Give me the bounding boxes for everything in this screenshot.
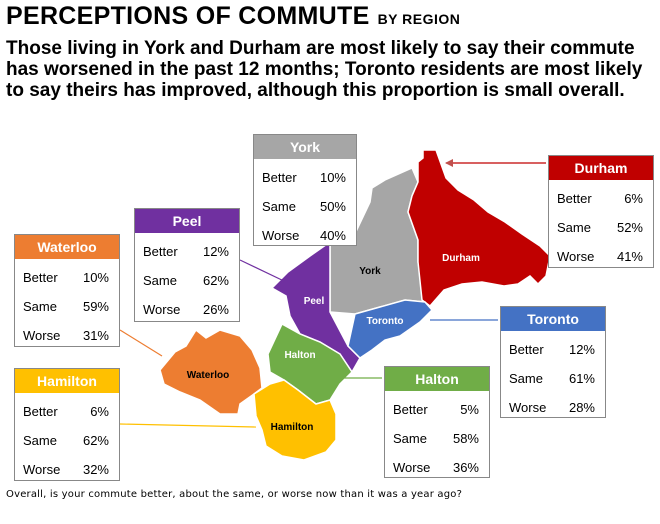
stat-row-same: Same 62% [135, 266, 239, 295]
card-header-halton: Halton [385, 367, 489, 391]
stat-label: Same [143, 273, 177, 288]
stat-label: Worse [557, 249, 595, 264]
stat-label: Better [557, 191, 592, 206]
leader-line-peel [239, 259, 287, 283]
stat-row-better: Better 12% [501, 335, 605, 364]
stat-row-worse: Worse 32% [15, 455, 119, 484]
stat-label: Worse [23, 462, 61, 477]
stat-value: 12% [568, 342, 595, 357]
stat-row-worse: Worse 28% [501, 393, 605, 422]
map-label-waterloo: Waterloo [187, 370, 229, 381]
region-shape-peel [270, 240, 361, 374]
map-label-toronto: Toronto [366, 316, 403, 327]
stat-value: 62% [202, 273, 229, 288]
stat-row-better: Better 6% [15, 397, 119, 426]
chart-title: PERCEPTIONS OF COMMUTE BY REGION [6, 2, 460, 31]
stat-label: Worse [262, 228, 300, 243]
map-label-hamilton: Hamilton [271, 422, 314, 433]
stat-label: Same [262, 199, 296, 214]
stat-row-same: Same 58% [385, 424, 489, 453]
leader-line-hamilton [119, 423, 257, 428]
region-shape-durham [407, 149, 551, 308]
stat-row-worse: Worse 36% [385, 453, 489, 482]
stat-label: Same [393, 431, 427, 446]
stat-card-durham: Durham Better 6% Same 52% Worse 41% [548, 155, 654, 268]
stat-card-peel: Peel Better 12% Same 62% Worse 26% [134, 208, 240, 322]
stat-row-same: Same 59% [15, 292, 119, 321]
stat-value: 6% [90, 404, 109, 419]
stat-label: Better [143, 244, 178, 259]
stat-value: 36% [452, 460, 479, 475]
stat-row-same: Same 52% [549, 213, 653, 242]
card-header-toronto: Toronto [501, 307, 605, 331]
stat-label: Same [23, 299, 57, 314]
leader-line-waterloo [119, 329, 163, 357]
stat-value: 61% [568, 371, 595, 386]
stat-label: Worse [393, 460, 431, 475]
stat-label: Worse [143, 302, 181, 317]
map-label-durham: Durham [442, 253, 480, 264]
stat-label: Worse [509, 400, 547, 415]
stat-value: 5% [460, 402, 479, 417]
stat-card-toronto: Toronto Better 12% Same 61% Worse 28% [500, 306, 606, 418]
footnote: Overall, is your commute better, about t… [6, 489, 463, 500]
card-header-waterloo: Waterloo [15, 235, 119, 259]
region-shape-waterloo [159, 328, 263, 415]
stat-row-better: Better 10% [15, 263, 119, 292]
stat-value: 26% [202, 302, 229, 317]
stat-row-better: Better 12% [135, 237, 239, 266]
stat-card-hamilton: Hamilton Better 6% Same 62% Worse 32% [14, 368, 120, 481]
region-shape-hamilton [253, 379, 337, 461]
stat-label: Better [509, 342, 544, 357]
stat-row-worse: Worse 41% [549, 242, 653, 271]
headline: Those living in York and Durham are most… [6, 38, 643, 101]
stat-value: 59% [82, 299, 109, 314]
map-label-york: York [359, 266, 381, 277]
stat-card-halton: Halton Better 5% Same 58% Worse 36% [384, 366, 490, 478]
stat-label: Same [23, 433, 57, 448]
stat-value: 12% [202, 244, 229, 259]
stat-label: Better [393, 402, 428, 417]
stat-value: 40% [319, 228, 346, 243]
card-header-peel: Peel [135, 209, 239, 233]
title-text: PERCEPTIONS OF COMMUTE [6, 2, 370, 30]
stat-value: 62% [82, 433, 109, 448]
stat-value: 52% [616, 220, 643, 235]
stat-row-same: Same 61% [501, 364, 605, 393]
stat-label: Same [557, 220, 591, 235]
stat-label: Better [23, 404, 58, 419]
map-label-halton: Halton [284, 350, 315, 361]
stat-row-worse: Worse 40% [254, 221, 356, 250]
card-header-durham: Durham [549, 156, 653, 180]
title-suffix: BY REGION [377, 11, 461, 27]
stat-label: Better [23, 270, 58, 285]
stat-value: 31% [82, 328, 109, 343]
stat-value: 58% [452, 431, 479, 446]
stat-label: Same [509, 371, 543, 386]
stat-value: 28% [568, 400, 595, 415]
stat-value: 10% [82, 270, 109, 285]
map-label-peel: Peel [304, 296, 325, 307]
stat-row-better: Better 6% [549, 184, 653, 213]
stat-row-better: Better 10% [254, 163, 356, 192]
stat-value: 10% [319, 170, 346, 185]
card-header-hamilton: Hamilton [15, 369, 119, 393]
stat-row-same: Same 62% [15, 426, 119, 455]
stat-value: 41% [616, 249, 643, 264]
stat-label: Worse [23, 328, 61, 343]
stat-card-waterloo: Waterloo Better 10% Same 59% Worse 31% [14, 234, 120, 347]
stat-row-worse: Worse 31% [15, 321, 119, 350]
stat-row-worse: Worse 26% [135, 295, 239, 324]
stat-row-same: Same 50% [254, 192, 356, 221]
stat-card-york: York Better 10% Same 50% Worse 40% [253, 134, 357, 246]
stat-value: 32% [82, 462, 109, 477]
stat-label: Better [262, 170, 297, 185]
stat-value: 50% [319, 199, 346, 214]
stat-value: 6% [624, 191, 643, 206]
stat-row-better: Better 5% [385, 395, 489, 424]
region-shape-toronto [347, 299, 434, 359]
card-header-york: York [254, 135, 356, 159]
